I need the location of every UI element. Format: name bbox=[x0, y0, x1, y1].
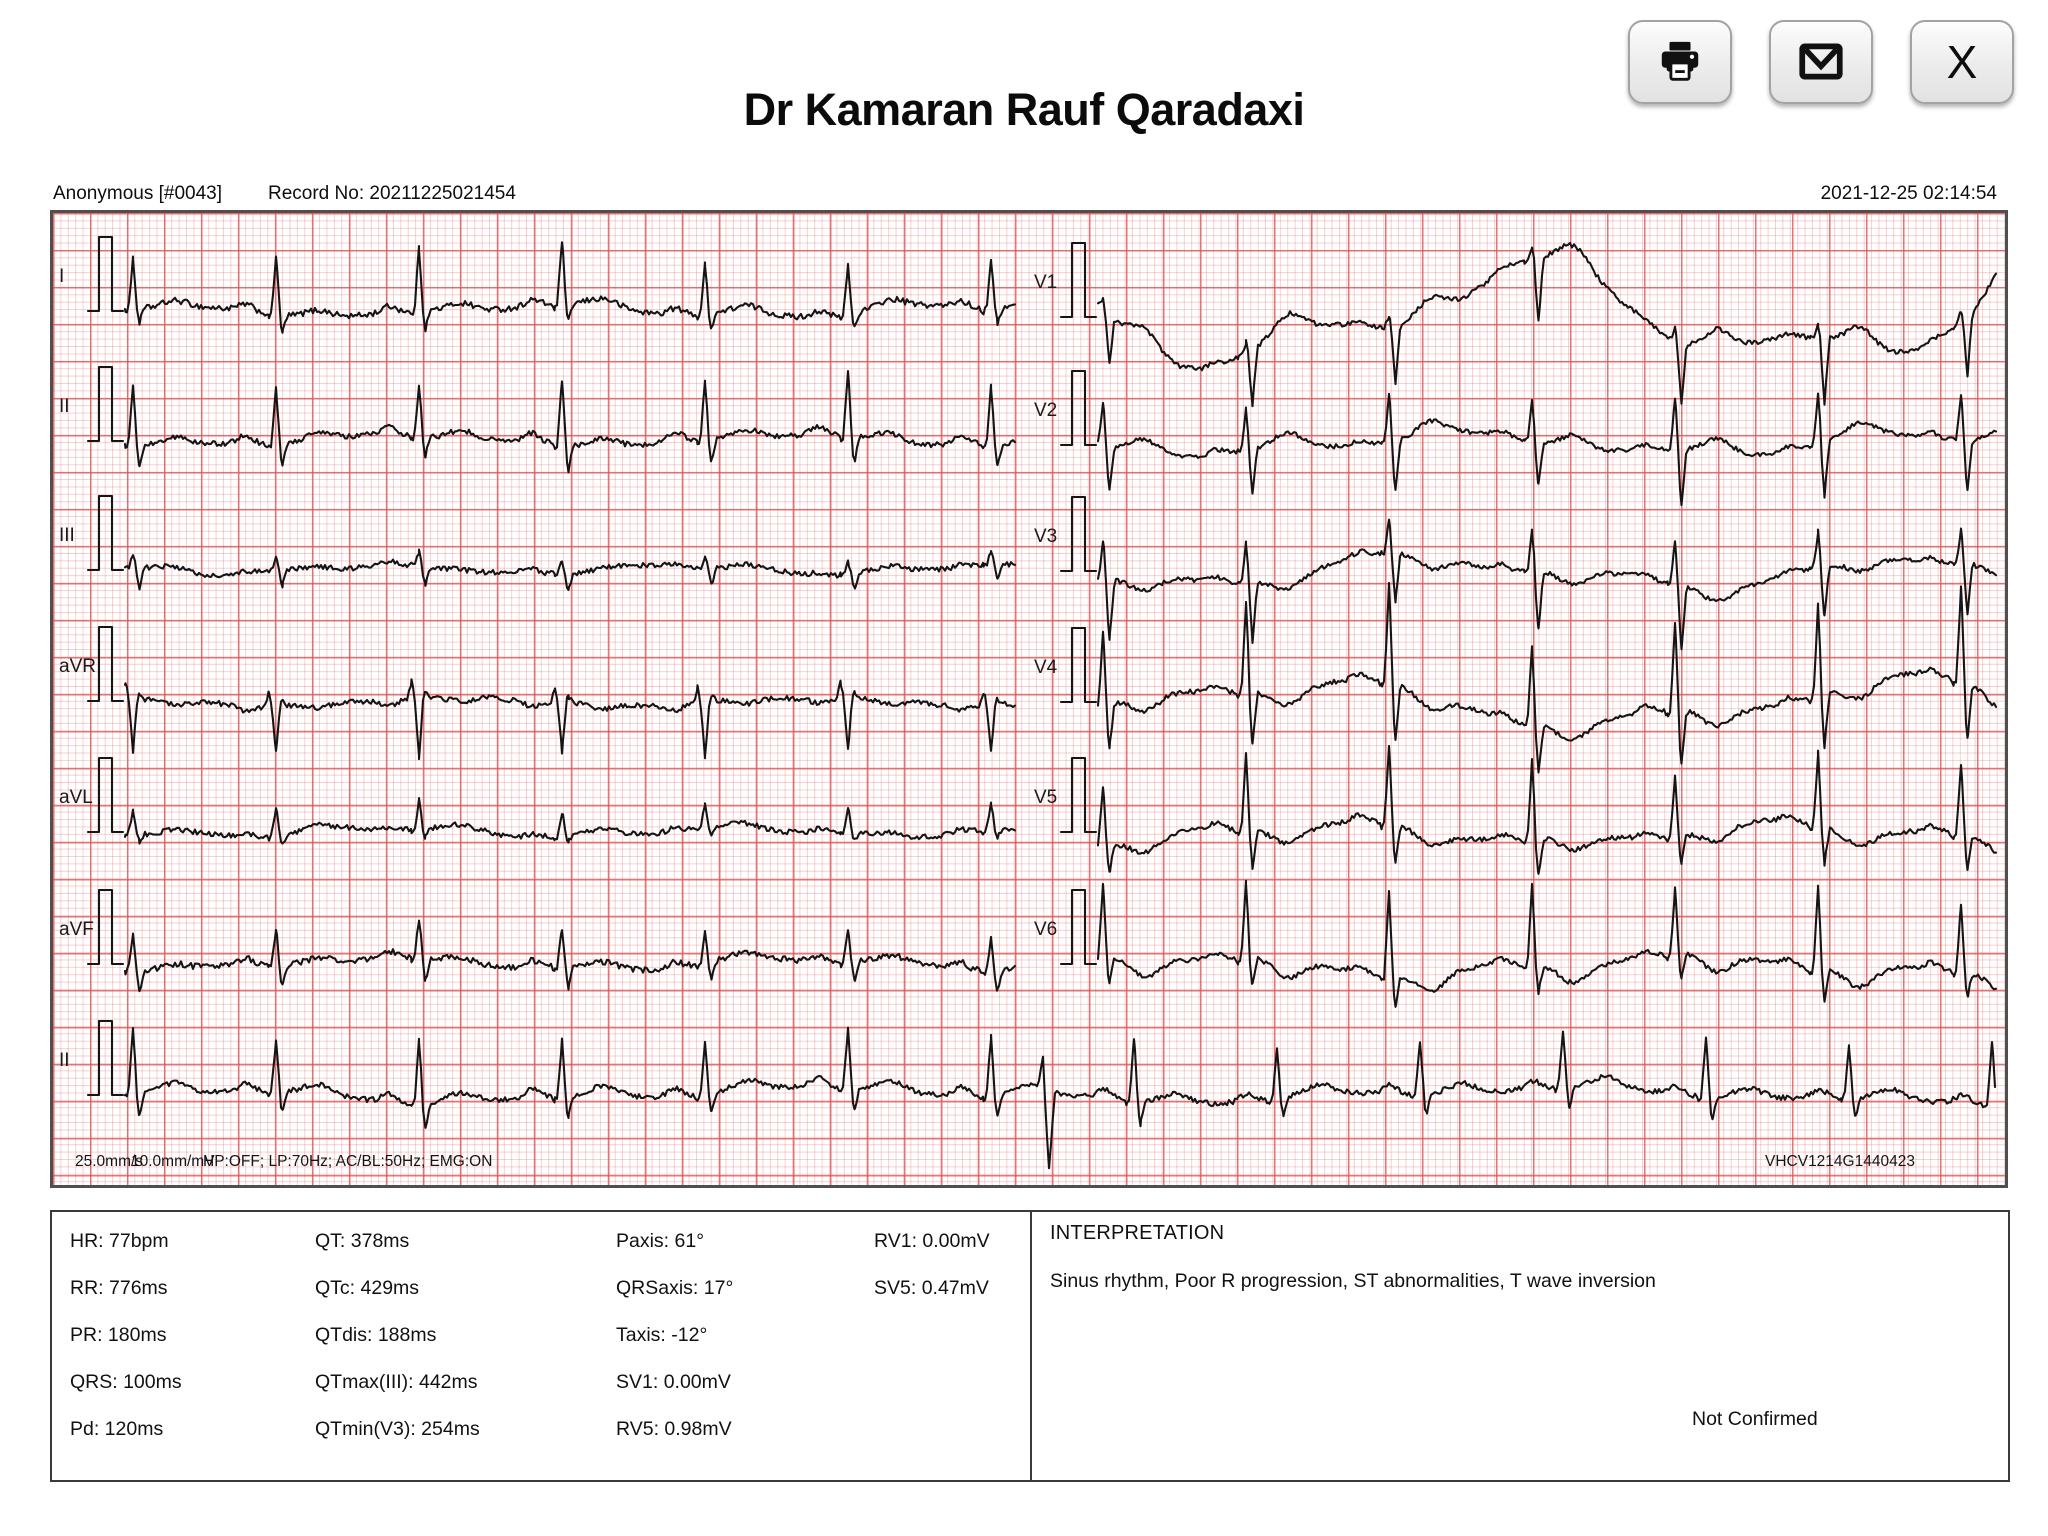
ecg-trace-avf bbox=[86, 888, 1017, 993]
ecg-trace-v5 bbox=[1059, 744, 1998, 875]
patient-bar: Anonymous [#0043] Record No: 20211225021… bbox=[0, 183, 2048, 209]
ecg-trace-v4 bbox=[1059, 581, 1998, 774]
ecg-trace-avr bbox=[86, 625, 1017, 761]
measurement-item: SV5: 0.47mV bbox=[874, 1277, 989, 1299]
close-button[interactable]: X bbox=[1910, 20, 2014, 104]
close-x-label: X bbox=[1946, 36, 1978, 88]
record-datetime: 2021-12-25 02:14:54 bbox=[1820, 183, 1997, 204]
paper-speed-label: 25.0mm/s bbox=[75, 1153, 144, 1170]
lead-label: V4 bbox=[1034, 657, 1058, 678]
measurement-item: RV1: 0.00mV bbox=[874, 1230, 990, 1252]
printer-icon bbox=[1657, 39, 1703, 85]
confirmation-status: Not Confirmed bbox=[1692, 1408, 1818, 1430]
email-button[interactable] bbox=[1769, 20, 1873, 104]
measurement-item: HR: 77bpm bbox=[70, 1230, 169, 1252]
ecg-trace-v6 bbox=[1059, 879, 1998, 1008]
measurements-column-1: HR: 77bpm RR: 776ms PR: 180ms QRS: 100ms Pd:… bbox=[70, 1226, 182, 1461]
envelope-icon bbox=[1796, 41, 1846, 83]
lead-label: I bbox=[59, 266, 65, 287]
lead-label: II bbox=[59, 1050, 70, 1071]
ecg-trace-avl bbox=[86, 756, 1017, 845]
ecg-trace-v2 bbox=[1059, 369, 1998, 507]
device-code: VHCV1214G1440423 bbox=[1765, 1153, 1915, 1170]
patient-name: Anonymous [#0043] bbox=[53, 183, 223, 204]
lead-label: II bbox=[59, 396, 70, 417]
lead-label: V3 bbox=[1034, 526, 1058, 547]
lead-label: V5 bbox=[1034, 787, 1058, 808]
measurement-item: QRSaxis: 17° bbox=[616, 1277, 734, 1299]
measurement-item: QRS: 100ms bbox=[70, 1371, 182, 1393]
measurement-item: Pd: 120ms bbox=[70, 1418, 164, 1440]
ecg-trace-iii bbox=[86, 494, 1017, 592]
measurement-item: RV5: 0.98mV bbox=[616, 1418, 732, 1440]
measurements-column-2: QT: 378ms QTc: 429ms QTdis: 188ms QTmax(III… bbox=[315, 1226, 480, 1461]
interpretation-heading: INTERPRETATION bbox=[1050, 1222, 1225, 1244]
lead-label: V2 bbox=[1034, 400, 1058, 421]
lead-label: V1 bbox=[1034, 272, 1058, 293]
ecg-chart: I II III aVR aVL aVF V1 V2 V3 V4 V5 V6 II 25.0mm/s 1… bbox=[50, 210, 2008, 1188]
ecg-trace-v3 bbox=[1059, 495, 1998, 651]
measurement-item: SV1: 0.00mV bbox=[616, 1371, 731, 1393]
filter-settings-label: HP:OFF; LP:70Hz; AC/BL:50Hz; EMG:ON bbox=[203, 1153, 493, 1170]
ecg-trace-ii bbox=[86, 365, 1017, 474]
measurement-item: QT: 378ms bbox=[315, 1230, 410, 1252]
ecg-trace-ii-rhythm bbox=[86, 1019, 1997, 1170]
lead-label: aVL bbox=[59, 787, 93, 808]
page-title: Dr Kamaran Rauf Qaradaxi bbox=[743, 84, 1305, 135]
measurement-item: PR: 180ms bbox=[70, 1324, 167, 1346]
record-number: Record No: 20211225021454 bbox=[268, 183, 516, 204]
lead-label: V6 bbox=[1034, 919, 1058, 940]
measurement-item: QTmin(V3): 254ms bbox=[315, 1418, 480, 1440]
lead-label: aVR bbox=[59, 656, 96, 677]
interpretation-panel: INTERPRETATION Sinus rhythm, Poor R prog… bbox=[1030, 1210, 2010, 1482]
ecg-trace-i bbox=[86, 235, 1017, 334]
ecg-trace-v1 bbox=[1059, 241, 1998, 408]
interpretation-text: Sinus rhythm, Poor R progression, ST abn… bbox=[1050, 1270, 1656, 1292]
measurements-column-4: RV1: 0.00mV SV5: 0.47mV bbox=[874, 1226, 990, 1320]
measurement-item: QTc: 429ms bbox=[315, 1277, 420, 1299]
measurement-item: Paxis: 61° bbox=[616, 1230, 705, 1252]
print-button[interactable] bbox=[1628, 20, 1732, 104]
gain-label: 10.0mm/mV bbox=[131, 1153, 215, 1170]
lead-label: aVF bbox=[59, 919, 94, 940]
measurements-column-3: Paxis: 61° QRSaxis: 17° Taxis: -12° SV1: 0.… bbox=[616, 1226, 733, 1461]
ecg-waveforms bbox=[86, 235, 1998, 1170]
measurements-panel: HR: 77bpm RR: 776ms PR: 180ms QRS: 100ms Pd:… bbox=[50, 1210, 1032, 1482]
lead-label: III bbox=[59, 525, 75, 546]
measurement-item: Taxis: -12° bbox=[616, 1324, 708, 1346]
measurement-item: RR: 776ms bbox=[70, 1277, 168, 1299]
measurement-item: QTdis: 188ms bbox=[315, 1324, 437, 1346]
measurement-item: QTmax(III): 442ms bbox=[315, 1371, 478, 1393]
